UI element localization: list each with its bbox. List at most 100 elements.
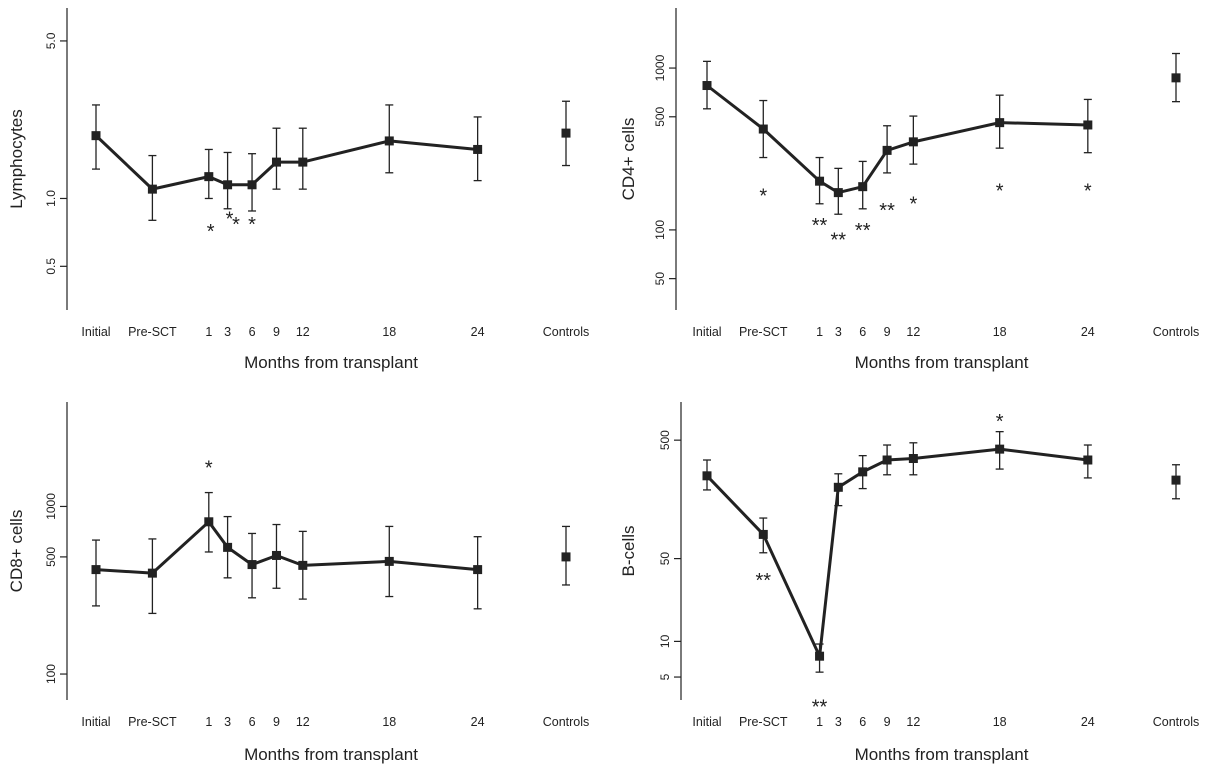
data-point [833,188,843,198]
x-tick-label: 9 [273,325,280,339]
data-point [882,145,892,155]
significance-marker: ** [812,696,828,718]
data-point [223,542,233,552]
data-point [298,157,308,167]
data-point [147,184,157,194]
x-tick-label: 12 [906,325,920,339]
x-tick-label: 1 [816,325,823,339]
significance-marker: * [909,193,917,215]
x-tick-label: 24 [1081,325,1095,339]
x-axis-label: Months from transplant [244,353,418,372]
y-axis-label: CD8+ cells [7,510,26,593]
x-tick-label: 3 [835,325,842,339]
data-point [1083,120,1093,130]
data-point [561,128,571,138]
data-point [473,565,483,575]
x-tick-label: 3 [835,715,842,729]
x-tick-label: Pre-SCT [128,325,177,339]
data-point [702,471,712,481]
x-tick-label: 3 [224,715,231,729]
x-tick-label: Controls [1153,715,1200,729]
panel-cd4-cells: 50 100 500 1000 CD4+ cells Initial Pre-SCT 1 3 6 9… [619,8,1199,372]
data-point [858,182,868,192]
data-point [384,556,394,566]
y-axis-label: B-cells [619,525,638,576]
x-axis-label: Months from transplant [855,353,1029,372]
data-point [758,124,768,134]
y-tick-label: 1000 [44,493,58,520]
data-point [204,172,214,182]
x-tick-label: Controls [543,715,590,729]
y-tick-label: 100 [44,664,58,684]
data-point [271,550,281,560]
significance-marker: ** [879,200,895,222]
x-tick-label: Pre-SCT [128,715,177,729]
x-tick-label: Controls [543,325,590,339]
data-point [833,482,843,492]
x-tick-label: 6 [249,325,256,339]
data-point [473,144,483,154]
x-axis-label: Months from transplant [855,745,1029,764]
data-point [384,136,394,146]
significance-marker: * [207,221,215,243]
x-tick-label: Initial [692,715,721,729]
data-point [1171,475,1181,485]
x-tick-label: 3 [224,325,231,339]
data-point [247,180,257,190]
x-tick-label: Initial [692,325,721,339]
data-point [1083,455,1093,465]
data-point [204,517,214,527]
data-point [91,131,101,141]
data-point [561,552,571,562]
significance-marker: * [248,214,256,236]
panel-lymphocytes: 0.5 1.0 5.0 Lymphocytes Initial Pre-SCT 1 3 6 9 12… [7,8,589,372]
y-tick-label: 50 [653,272,667,286]
y-tick-label: 50 [658,552,672,566]
x-tick-label: 1 [205,715,212,729]
x-tick-label: 12 [296,715,310,729]
y-axis-label: Lymphocytes [7,109,26,209]
x-tick-label: 6 [249,715,256,729]
x-tick-label: Initial [81,325,110,339]
panel-b-cells: 5 10 50 500 B-cells Initial Pre-SCT 1 3 6 9 12 18 24 C… [619,402,1199,764]
data-point [702,81,712,91]
data-point [908,137,918,147]
x-tick-label: 18 [382,325,396,339]
significance-marker: ** [812,215,828,237]
x-tick-label: Pre-SCT [739,715,788,729]
x-tick-label: 9 [884,715,891,729]
series-line [706,84,1088,195]
data-point [815,651,825,661]
data-point [91,565,101,575]
data-point [147,568,157,578]
x-tick-label: 24 [471,715,485,729]
x-tick-label: Pre-SCT [739,325,788,339]
significance-marker: * [996,180,1004,202]
significance-marker: * [226,209,234,231]
y-tick-label: 500 [658,430,672,450]
y-tick-label: 1.0 [44,190,58,207]
significance-marker: * [759,186,767,208]
x-tick-label: Controls [1153,325,1200,339]
y-tick-label: 500 [44,547,58,567]
x-tick-label: 18 [382,715,396,729]
data-point [1171,73,1181,83]
x-tick-label: 24 [471,325,485,339]
x-tick-label: 9 [884,325,891,339]
data-point [271,157,281,167]
x-tick-label: 6 [859,715,866,729]
y-tick-label: 0.5 [44,258,58,275]
series-line [94,134,478,191]
significance-marker: ** [831,230,847,252]
x-tick-label: 12 [906,715,920,729]
y-tick-label: 5 [658,673,672,680]
x-tick-label: Initial [81,715,110,729]
x-tick-label: 18 [993,715,1007,729]
x-tick-label: 1 [816,715,823,729]
y-tick-label: 10 [658,634,672,648]
data-point [223,180,233,190]
significance-marker: ** [855,220,871,242]
y-tick-label: 500 [653,106,667,126]
y-tick-label: 100 [653,220,667,240]
